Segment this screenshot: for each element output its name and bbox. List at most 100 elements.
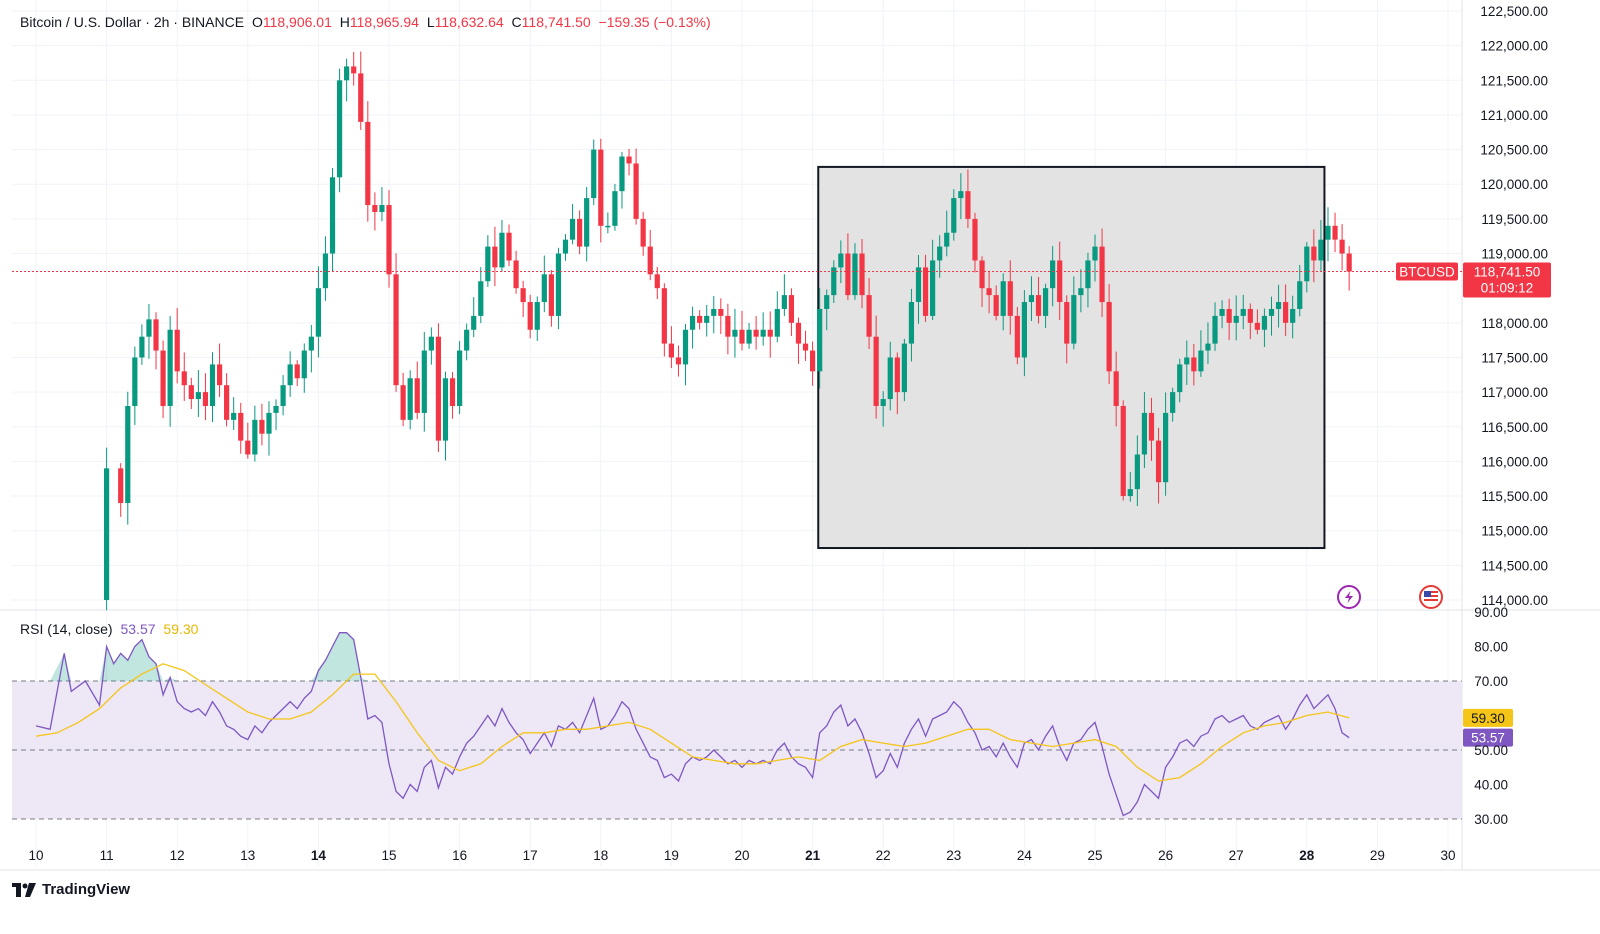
candle-body: [372, 205, 378, 212]
candle-body: [1283, 302, 1289, 323]
range-box-layer: [817, 165, 1326, 550]
time-tick-label: 25: [1087, 848, 1102, 863]
candle-body: [1071, 295, 1077, 344]
rsi-tick-label: 30.00: [1474, 812, 1508, 827]
lightning-icon[interactable]: [1337, 585, 1361, 609]
candle-body: [1021, 302, 1027, 358]
candle-body: [273, 405, 279, 413]
candle-body: [1212, 315, 1218, 344]
price-tick-label: 117,500.00: [1481, 350, 1548, 365]
tradingview-logo[interactable]: TradingView: [12, 881, 130, 898]
candle-body: [859, 253, 865, 296]
candle-body: [167, 329, 173, 406]
candle-body: [104, 468, 110, 600]
price-tick-label: 119,000.00: [1481, 247, 1548, 262]
candle-body: [358, 73, 364, 122]
time-tick-label: 27: [1229, 848, 1244, 863]
candle-body: [464, 329, 470, 351]
time-tick-label: 15: [381, 848, 396, 863]
candle-body: [216, 364, 223, 386]
candle-body: [1163, 412, 1169, 483]
candle-body: [449, 378, 456, 406]
candle-body: [972, 218, 978, 261]
candle-body: [139, 336, 145, 358]
candle-body: [852, 253, 858, 296]
candle-body: [711, 308, 717, 316]
rsi-legend: RSI (14, close) 53.57 59.30: [20, 621, 202, 637]
price-tick-label: 116,500.00: [1481, 420, 1548, 435]
symbol-title[interactable]: Bitcoin / U.S. Dollar · 2h · BINANCE: [20, 14, 245, 30]
high-label: H: [339, 14, 350, 30]
candle-body: [400, 385, 406, 420]
candle-body: [245, 440, 251, 455]
candle-body: [732, 329, 738, 337]
candle-body: [428, 336, 434, 351]
candle-body: [1141, 412, 1148, 455]
candle-body: [1085, 260, 1091, 289]
candle-body: [1346, 253, 1352, 272]
candle-body: [1290, 308, 1296, 323]
tradingview-brand: TradingView: [42, 881, 131, 898]
candle-body: [146, 319, 152, 337]
candle-body: [195, 392, 201, 400]
candle-body: [308, 336, 314, 351]
low-label: L: [426, 14, 435, 30]
candle-body: [379, 205, 385, 212]
candle-body: [492, 246, 498, 268]
candle-body: [781, 295, 787, 309]
candle-body: [944, 232, 950, 247]
time-tick-label: 13: [240, 848, 255, 863]
candle-body: [1177, 364, 1183, 393]
time-tick-label: 10: [28, 848, 43, 863]
candle-body: [795, 322, 802, 344]
rsi-ma-tag-bg: [1463, 708, 1513, 727]
candle-body: [986, 288, 992, 296]
time-tick-label: 22: [876, 848, 891, 863]
candle-body: [202, 392, 209, 406]
price-tick-label: 122,000.00: [1480, 39, 1548, 54]
candle-body: [1127, 489, 1133, 497]
candle-body: [598, 149, 604, 226]
high-value: 118,965.94: [349, 14, 419, 30]
rsi-title[interactable]: RSI (14, close): [20, 621, 113, 637]
rsi-layer: 59.30 53.57: [12, 632, 1513, 820]
candle-body: [958, 191, 964, 199]
candle-body: [174, 329, 180, 372]
candle-body: [294, 364, 300, 379]
candle-body: [118, 468, 124, 503]
rsi-tag-bg: [1463, 728, 1513, 747]
candle-body: [739, 329, 745, 344]
candle-body: [1339, 239, 1345, 254]
time-tick-label: 23: [946, 848, 961, 863]
time-tick-label: 14: [311, 848, 327, 863]
candle-body: [640, 218, 646, 247]
candle-body: [831, 267, 837, 296]
candle-body: [647, 246, 653, 275]
candle-body: [1275, 302, 1282, 309]
change-value: −159.35 (−0.13%): [598, 14, 711, 30]
candle-body: [1325, 225, 1331, 240]
candle-body: [753, 329, 759, 337]
rsi-ma-line: [35, 663, 1350, 782]
candle-body: [901, 343, 907, 393]
candle-body: [1254, 322, 1260, 330]
candle-body: [605, 225, 611, 228]
candle-body: [1099, 246, 1105, 303]
time-tick-label: 26: [1158, 848, 1173, 863]
time-tick-label: 18: [593, 848, 608, 863]
candle-body: [1198, 350, 1204, 372]
price-tick-label: 119,500.00: [1481, 212, 1548, 227]
candle-body: [266, 412, 272, 434]
candle-body: [1297, 281, 1303, 309]
candle-body: [577, 218, 583, 247]
candle-body: [252, 419, 258, 455]
ohlc-legend: Bitcoin / U.S. Dollar · 2h · BINANCE O11…: [20, 14, 715, 30]
candle-body: [993, 295, 999, 316]
tradingview-logo-icon: [12, 882, 36, 897]
symbol-tag-bg: [1396, 262, 1458, 281]
us-flag-icon[interactable]: [1419, 585, 1443, 609]
candle-body: [866, 295, 872, 337]
candle-body: [478, 281, 484, 316]
price-tick-label: 114,500.00: [1481, 558, 1548, 573]
